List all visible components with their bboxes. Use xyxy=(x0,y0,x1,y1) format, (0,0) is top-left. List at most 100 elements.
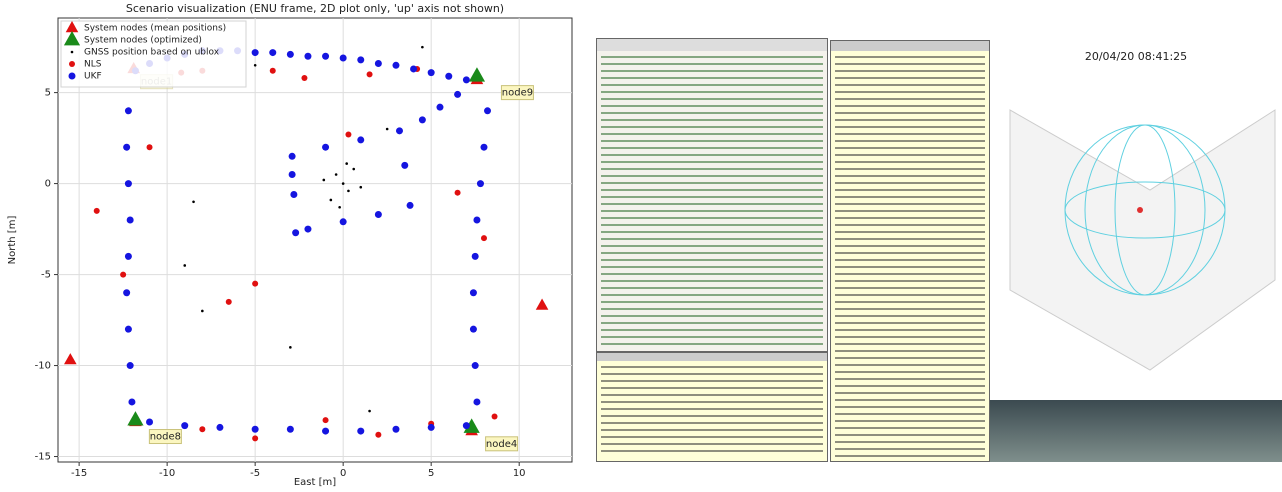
axes-box xyxy=(1010,110,1275,370)
point xyxy=(454,91,461,98)
point xyxy=(216,424,223,431)
point xyxy=(386,128,389,131)
y-tick-label: 5 xyxy=(45,88,51,99)
title-bar xyxy=(597,353,827,361)
annotation: node8 xyxy=(150,432,181,443)
point xyxy=(254,64,257,67)
point xyxy=(347,190,350,193)
chart: Scenario visualization (ENU frame, 2D pl… xyxy=(0,0,585,492)
terminal-window xyxy=(830,40,990,462)
point xyxy=(470,289,477,296)
point xyxy=(322,53,329,60)
point xyxy=(127,216,134,223)
point xyxy=(472,362,479,369)
point xyxy=(352,168,355,171)
point xyxy=(125,107,132,114)
point xyxy=(480,144,487,151)
menu-bar xyxy=(597,39,827,51)
point xyxy=(183,264,186,267)
earth-center xyxy=(1137,207,1143,213)
point xyxy=(125,326,132,333)
point xyxy=(301,75,307,81)
point xyxy=(289,171,296,178)
x-tick-label: -10 xyxy=(159,468,175,479)
legend-label: System nodes (optimized) xyxy=(84,36,202,46)
point xyxy=(287,51,294,58)
legend-label: UKF xyxy=(84,72,102,82)
point xyxy=(392,426,399,433)
point xyxy=(455,190,461,196)
plot-3d xyxy=(990,40,1282,400)
point xyxy=(292,229,299,236)
point xyxy=(226,299,232,305)
point xyxy=(477,180,484,187)
y-tick-label: -10 xyxy=(35,361,51,372)
x-tick-label: -15 xyxy=(71,468,87,479)
photo-strip xyxy=(990,400,1282,462)
annotation: node4 xyxy=(486,439,517,450)
point xyxy=(322,428,329,435)
point xyxy=(289,346,292,349)
point xyxy=(269,49,276,56)
point xyxy=(323,417,329,423)
point xyxy=(368,410,371,413)
point xyxy=(357,428,364,435)
point xyxy=(463,422,470,429)
y-axis-label: North [m] xyxy=(7,216,18,265)
legend-marker xyxy=(71,51,74,54)
point xyxy=(345,131,351,137)
point xyxy=(199,426,205,432)
point xyxy=(125,180,132,187)
point xyxy=(375,432,381,438)
point xyxy=(392,62,399,69)
point xyxy=(252,49,259,56)
point xyxy=(470,326,477,333)
point xyxy=(428,424,435,431)
point xyxy=(146,418,153,425)
point xyxy=(375,60,382,67)
point xyxy=(338,206,341,209)
point xyxy=(125,253,132,260)
x-axis-label: East [m] xyxy=(294,477,336,488)
point xyxy=(345,162,348,165)
point xyxy=(484,107,491,114)
point xyxy=(410,65,417,72)
point xyxy=(252,435,258,441)
point xyxy=(436,104,443,111)
point xyxy=(421,46,424,49)
legend-label: NLS xyxy=(84,60,102,70)
terminal-window xyxy=(596,352,828,462)
point xyxy=(94,208,100,214)
point xyxy=(290,191,297,198)
point xyxy=(419,116,426,123)
point xyxy=(463,76,470,83)
x-tick-label: -5 xyxy=(250,468,260,479)
point xyxy=(120,272,126,278)
point xyxy=(428,69,435,76)
legend-marker xyxy=(69,73,76,80)
point xyxy=(322,144,329,151)
title-bar xyxy=(831,41,989,51)
y-tick-label: -5 xyxy=(41,270,51,281)
point xyxy=(287,426,294,433)
point xyxy=(357,56,364,63)
point xyxy=(367,71,373,77)
editor-window xyxy=(596,38,828,352)
point xyxy=(340,218,347,225)
page: Scenario visualization (ENU frame, 2D pl… xyxy=(0,0,1282,492)
point xyxy=(407,202,414,209)
point xyxy=(473,216,480,223)
point xyxy=(252,426,259,433)
point xyxy=(270,68,276,74)
point xyxy=(330,199,333,202)
point xyxy=(340,55,347,62)
code-text xyxy=(601,53,823,347)
point xyxy=(375,211,382,218)
point xyxy=(304,226,311,233)
point xyxy=(323,179,326,182)
legend-label: System nodes (mean positions) xyxy=(84,24,226,34)
point xyxy=(181,422,188,429)
point xyxy=(396,127,403,134)
point xyxy=(147,144,153,150)
x-tick-label: 10 xyxy=(513,468,526,479)
